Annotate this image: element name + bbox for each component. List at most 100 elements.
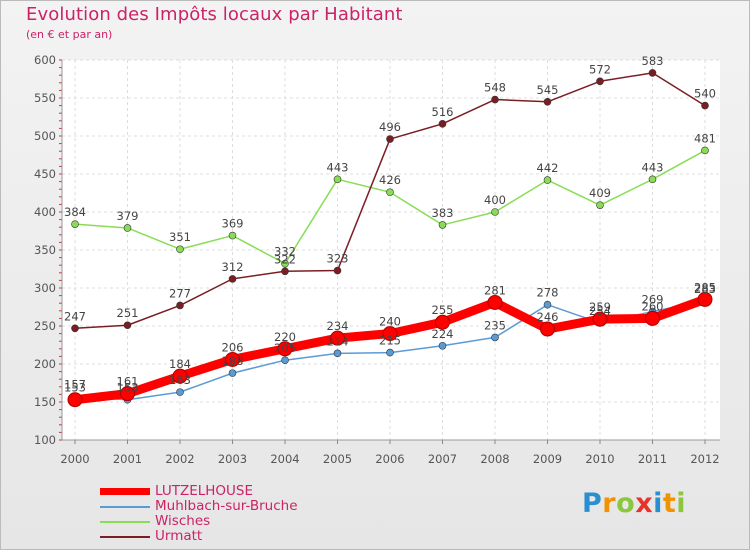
x-tick-label-2007: 2007 — [428, 452, 457, 466]
point-urmatt-2011 — [648, 69, 657, 77]
point-muhlbach-sur-bruche-2008 — [491, 333, 499, 342]
legend-item-wisches: Wisches — [100, 513, 360, 529]
legend-label-lutzelhouse: LUTZELHOUSE — [155, 483, 254, 499]
y-tick-label-500: 500 — [34, 129, 56, 143]
data-label-urmatt-2011: 583 — [642, 54, 664, 68]
data-label-muhlbach-sur-bruche-2006: 215 — [379, 334, 401, 348]
data-label-muhlbach-sur-bruche-2012: 283 — [694, 282, 716, 296]
x-tick-label-2000: 2000 — [60, 452, 89, 466]
point-muhlbach-sur-bruche-2009 — [543, 300, 552, 309]
point-muhlbach-sur-bruche-2005 — [333, 349, 342, 358]
point-wisches-2002 — [176, 245, 184, 254]
x-tick-label-2011: 2011 — [638, 452, 667, 466]
data-label-wisches-2000: 384 — [64, 205, 86, 219]
point-lutzelhouse-2005 — [330, 330, 345, 346]
legend-item-lutzelhouse: LUTZELHOUSE — [100, 483, 360, 499]
x-tick-label-2006: 2006 — [375, 452, 404, 466]
y-tick-label-550: 550 — [34, 91, 56, 105]
data-label-lutzelhouse-2011: 260 — [642, 299, 664, 313]
data-label-urmatt-2010: 572 — [589, 62, 611, 76]
chart-legend: LUTZELHOUSE Muhlbach-sur-Bruche Wisches … — [100, 483, 360, 544]
data-label-urmatt-2007: 516 — [432, 105, 454, 119]
point-wisches-2000 — [71, 220, 79, 228]
data-label-urmatt-2001: 251 — [117, 306, 139, 320]
point-lutzelhouse-2011 — [645, 310, 660, 326]
legend-item-urmatt: Urmatt — [100, 528, 360, 544]
data-label-wisches-2007: 383 — [432, 206, 454, 220]
data-label-muhlbach-sur-bruche-2002: 163 — [169, 373, 191, 387]
x-tick-label-2003: 2003 — [218, 452, 247, 466]
data-label-lutzelhouse-2008: 281 — [484, 283, 506, 297]
data-label-urmatt-2012: 540 — [694, 87, 716, 101]
legend-label-urmatt: Urmatt — [155, 528, 203, 544]
point-wisches-2001 — [123, 224, 132, 232]
data-label-lutzelhouse-2009: 246 — [537, 310, 559, 324]
data-label-lutzelhouse-2007: 255 — [432, 303, 454, 317]
y-tick-label-400: 400 — [34, 205, 56, 219]
data-label-muhlbach-sur-bruche-2010: 254 — [589, 304, 611, 318]
data-label-urmatt-2002: 277 — [169, 286, 191, 300]
data-label-urmatt-2005: 323 — [327, 252, 349, 266]
point-urmatt-2004 — [281, 267, 289, 276]
data-label-muhlbach-sur-bruche-2000: 157 — [64, 378, 86, 392]
data-label-lutzelhouse-2005: 234 — [327, 319, 349, 333]
point-wisches-2011 — [648, 175, 657, 184]
x-tick-label-2012: 2012 — [690, 452, 719, 466]
data-label-wisches-2011: 443 — [642, 160, 664, 174]
data-label-urmatt-2003: 312 — [222, 260, 244, 274]
y-tick-label-100: 100 — [34, 433, 56, 447]
point-wisches-2009 — [543, 176, 552, 184]
chart-subtitle: (en € et par an) — [26, 28, 113, 41]
data-label-wisches-2012: 481 — [694, 131, 716, 145]
x-tick-label-2009: 2009 — [533, 452, 562, 466]
point-urmatt-2007 — [438, 120, 447, 128]
legend-label-wisches: Wisches — [155, 513, 211, 529]
x-tick-label-2010: 2010 — [585, 452, 614, 466]
data-label-wisches-2009: 442 — [537, 161, 559, 175]
y-tick-label-150: 150 — [34, 395, 56, 409]
point-lutzelhouse-2002 — [172, 368, 188, 384]
point-lutzelhouse-2012 — [697, 291, 713, 307]
y-tick-label-200: 200 — [34, 357, 56, 371]
data-label-lutzelhouse-2000: 153 — [64, 381, 86, 395]
point-wisches-2004 — [281, 259, 289, 268]
x-tick-label-2001: 2001 — [113, 452, 142, 466]
point-wisches-2012 — [701, 146, 709, 155]
data-label-muhlbach-sur-bruche-2001: 153 — [117, 381, 139, 395]
point-muhlbach-sur-bruche-2007 — [438, 341, 447, 350]
point-wisches-2006 — [386, 188, 394, 197]
point-urmatt-2012 — [701, 101, 709, 110]
data-label-muhlbach-sur-bruche-2008: 235 — [484, 318, 506, 332]
legend-swatch-urmatt — [100, 536, 150, 538]
x-tick-label-2002: 2002 — [165, 452, 194, 466]
data-label-wisches-2002: 351 — [169, 230, 191, 244]
legend-item-muhlbach: Muhlbach-sur-Bruche — [100, 498, 360, 514]
point-wisches-2003 — [228, 231, 237, 240]
data-label-wisches-2003: 369 — [222, 217, 244, 231]
point-lutzelhouse-2000 — [67, 392, 83, 408]
point-urmatt-2001 — [123, 321, 132, 330]
y-tick-label-250: 250 — [34, 319, 56, 333]
point-wisches-2010 — [596, 201, 604, 209]
data-label-wisches-2001: 379 — [117, 209, 139, 223]
data-label-lutzelhouse-2010: 259 — [589, 300, 611, 314]
data-label-muhlbach-sur-bruche-2011: 269 — [642, 293, 664, 307]
point-wisches-2007 — [438, 221, 447, 229]
point-lutzelhouse-2008 — [487, 294, 503, 310]
point-lutzelhouse-2007 — [435, 314, 450, 330]
data-label-muhlbach-sur-bruche-2007: 224 — [432, 327, 454, 341]
data-label-wisches-2006: 426 — [379, 173, 401, 187]
point-urmatt-2006 — [386, 135, 394, 143]
data-label-lutzelhouse-2003: 206 — [222, 340, 244, 354]
point-lutzelhouse-2003 — [225, 351, 240, 367]
data-label-wisches-2008: 400 — [484, 193, 506, 207]
point-muhlbach-sur-bruche-2002 — [176, 388, 184, 396]
point-muhlbach-sur-bruche-2003 — [228, 369, 237, 377]
data-label-urmatt-2009: 545 — [537, 83, 559, 97]
data-label-lutzelhouse-2002: 184 — [169, 357, 191, 371]
point-wisches-2008 — [491, 208, 499, 216]
point-lutzelhouse-2006 — [382, 326, 398, 342]
legend-swatch-wisches — [100, 521, 150, 523]
legend-swatch-muhlbach — [100, 506, 150, 508]
